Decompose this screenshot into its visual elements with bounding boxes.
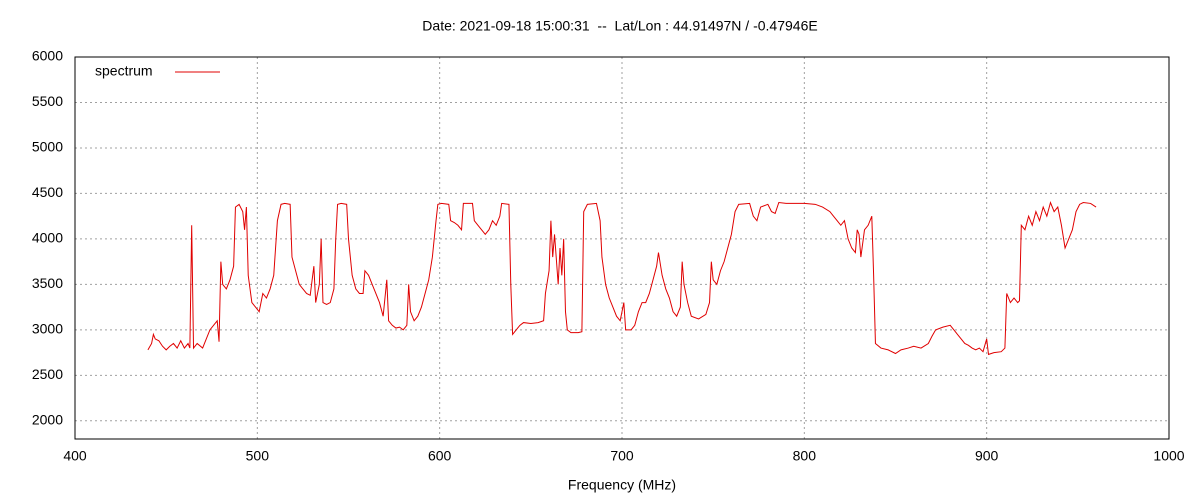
x-tick-label: 400 (63, 448, 87, 464)
chart-title: Date: 2021-09-18 15:00:31 -- Lat/Lon : 4… (422, 18, 817, 34)
spectrum-line (147, 200, 1097, 356)
legend-label: spectrum (95, 63, 153, 79)
x-tick-label: 600 (428, 448, 452, 464)
y-tick-label: 4500 (32, 184, 63, 200)
y-tick-label: 4000 (32, 230, 63, 246)
y-tick-label: 6000 (32, 48, 63, 64)
y-tick-label: 3500 (32, 275, 63, 291)
x-tick-label: 700 (610, 448, 634, 464)
x-tick-label: 500 (246, 448, 270, 464)
y-tick-label: 2000 (32, 412, 63, 428)
plot-border (74, 56, 1170, 440)
x-tick-label: 1000 (1153, 448, 1184, 464)
x-tick-label: 800 (793, 448, 817, 464)
y-tick-label: 3000 (32, 321, 63, 337)
y-tick-label: 5000 (32, 139, 63, 155)
x-tick-label: 900 (975, 448, 999, 464)
x-axis-label: Frequency (MHz) (568, 477, 676, 493)
y-tick-label: 2500 (32, 366, 63, 382)
y-tick-label: 5500 (32, 93, 63, 109)
